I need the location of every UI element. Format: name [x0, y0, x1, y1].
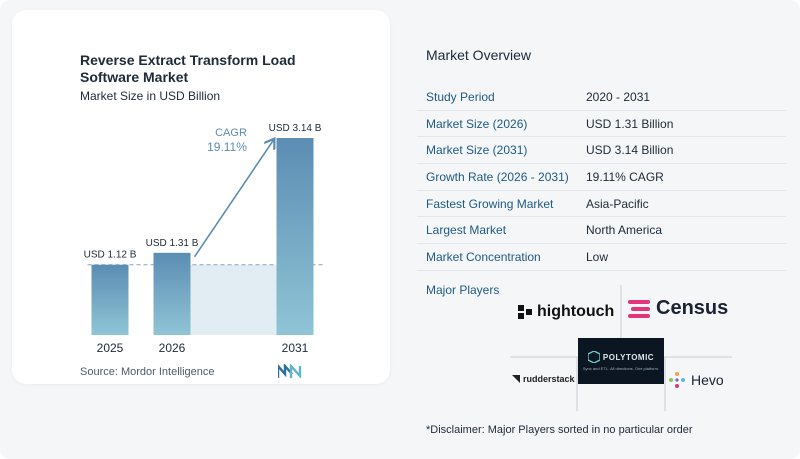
overview-value: North America: [586, 223, 663, 238]
bar-2031: [276, 138, 314, 335]
market-overview-table: Study Period 2020 - 2031 Market Size (20…: [417, 84, 786, 271]
hightouch-mark-icon: [518, 305, 532, 319]
hevo-logo: Hevo: [668, 371, 724, 389]
market-overview-title: Market Overview: [426, 47, 532, 63]
overview-value: Low: [586, 249, 609, 264]
player-logos-grid: hightouch Census rudderstack POLYTOMIC: [510, 285, 732, 411]
chart-title: Reverse Extract Transform Load Software …: [80, 52, 296, 85]
hightouch-wordmark: hightouch: [537, 303, 615, 320]
overview-key: Growth Rate (2026 - 2031): [426, 169, 569, 184]
census-wordmark: Census: [656, 297, 729, 319]
overview-key: Fastest Growing Market: [426, 196, 554, 211]
polytomic-wordmark: POLYTOMIC: [602, 352, 655, 362]
mordor-logo-icon: [278, 364, 302, 378]
bar-2025: [91, 264, 129, 335]
polytomic-mark-icon: [587, 351, 600, 363]
cagr-shaded-area: [190, 264, 277, 335]
census-mark-icon: [628, 299, 650, 318]
data-label: USD 1.31 B: [146, 238, 199, 249]
cagr-label: CAGR: [215, 127, 247, 139]
chart-subtitle: Market Size in USD Billion: [80, 89, 221, 103]
overview-value: 2020 - 2031: [586, 89, 651, 104]
data-label: USD 1.12 B: [84, 250, 137, 261]
overview-value: USD 1.31 Billion: [586, 116, 674, 131]
cagr-value: 19.11%: [207, 140, 247, 154]
overview-row-concentration: Market Concentration Low: [417, 244, 786, 271]
overview-value: Asia-Pacific: [586, 196, 649, 211]
major-players-title: Major Players: [426, 283, 500, 297]
hevo-wordmark: Hevo: [691, 372, 724, 388]
hightouch-logo: hightouch: [518, 303, 614, 321]
overview-row-growth-rate: Growth Rate (2026 - 2031) 19.11% CAGR: [417, 164, 786, 191]
polytomic-tagline: Sync and ETL. All directions. One platfo…: [582, 366, 660, 371]
overview-key: Market Size (2026): [426, 116, 528, 131]
overview-row-market-size-2031: Market Size (2031) USD 3.14 Billion: [417, 137, 786, 165]
overview-row-fastest-growing: Fastest Growing Market Asia-Pacific: [417, 191, 786, 218]
overview-key: Market Concentration: [426, 249, 541, 264]
x-tick-label: 2026: [159, 341, 186, 355]
data-label: USD 3.14 B: [269, 123, 322, 134]
source-text: Source: Mordor Intelligence: [80, 366, 215, 378]
rudderstack-mark-icon: [512, 375, 520, 383]
x-tick-label: 2031: [282, 341, 309, 355]
overview-row-study-period: Study Period 2020 - 2031: [417, 84, 786, 111]
overview-value: 19.11% CAGR: [586, 169, 664, 184]
overview-key: Study Period: [426, 89, 495, 104]
overview-row-market-size-2026: Market Size (2026) USD 1.31 Billion: [417, 111, 786, 138]
chart-plot: USD 1.12 B 2025 USD 1.31 B 2026 USD 3.14 B 20…: [84, 123, 324, 355]
overview-row-largest-market: Largest Market North America: [417, 217, 786, 245]
x-tick-label: 2025: [97, 341, 124, 355]
cagr-arrow: [193, 140, 274, 258]
disclaimer-text: *Disclaimer: Major Players sorted in no …: [426, 424, 693, 436]
polytomic-logo: POLYTOMIC Sync and ETL. All directions. …: [578, 338, 664, 384]
overview-key: Largest Market: [426, 223, 507, 238]
overview-key: Market Size (2031): [426, 143, 528, 158]
hevo-mark-icon: [669, 372, 685, 388]
rudderstack-logo: rudderstack: [512, 374, 575, 384]
overview-value: USD 3.14 Billion: [586, 143, 674, 158]
census-logo: Census: [628, 297, 728, 320]
bar-2026: [153, 252, 191, 335]
rudderstack-wordmark: rudderstack: [523, 374, 575, 384]
